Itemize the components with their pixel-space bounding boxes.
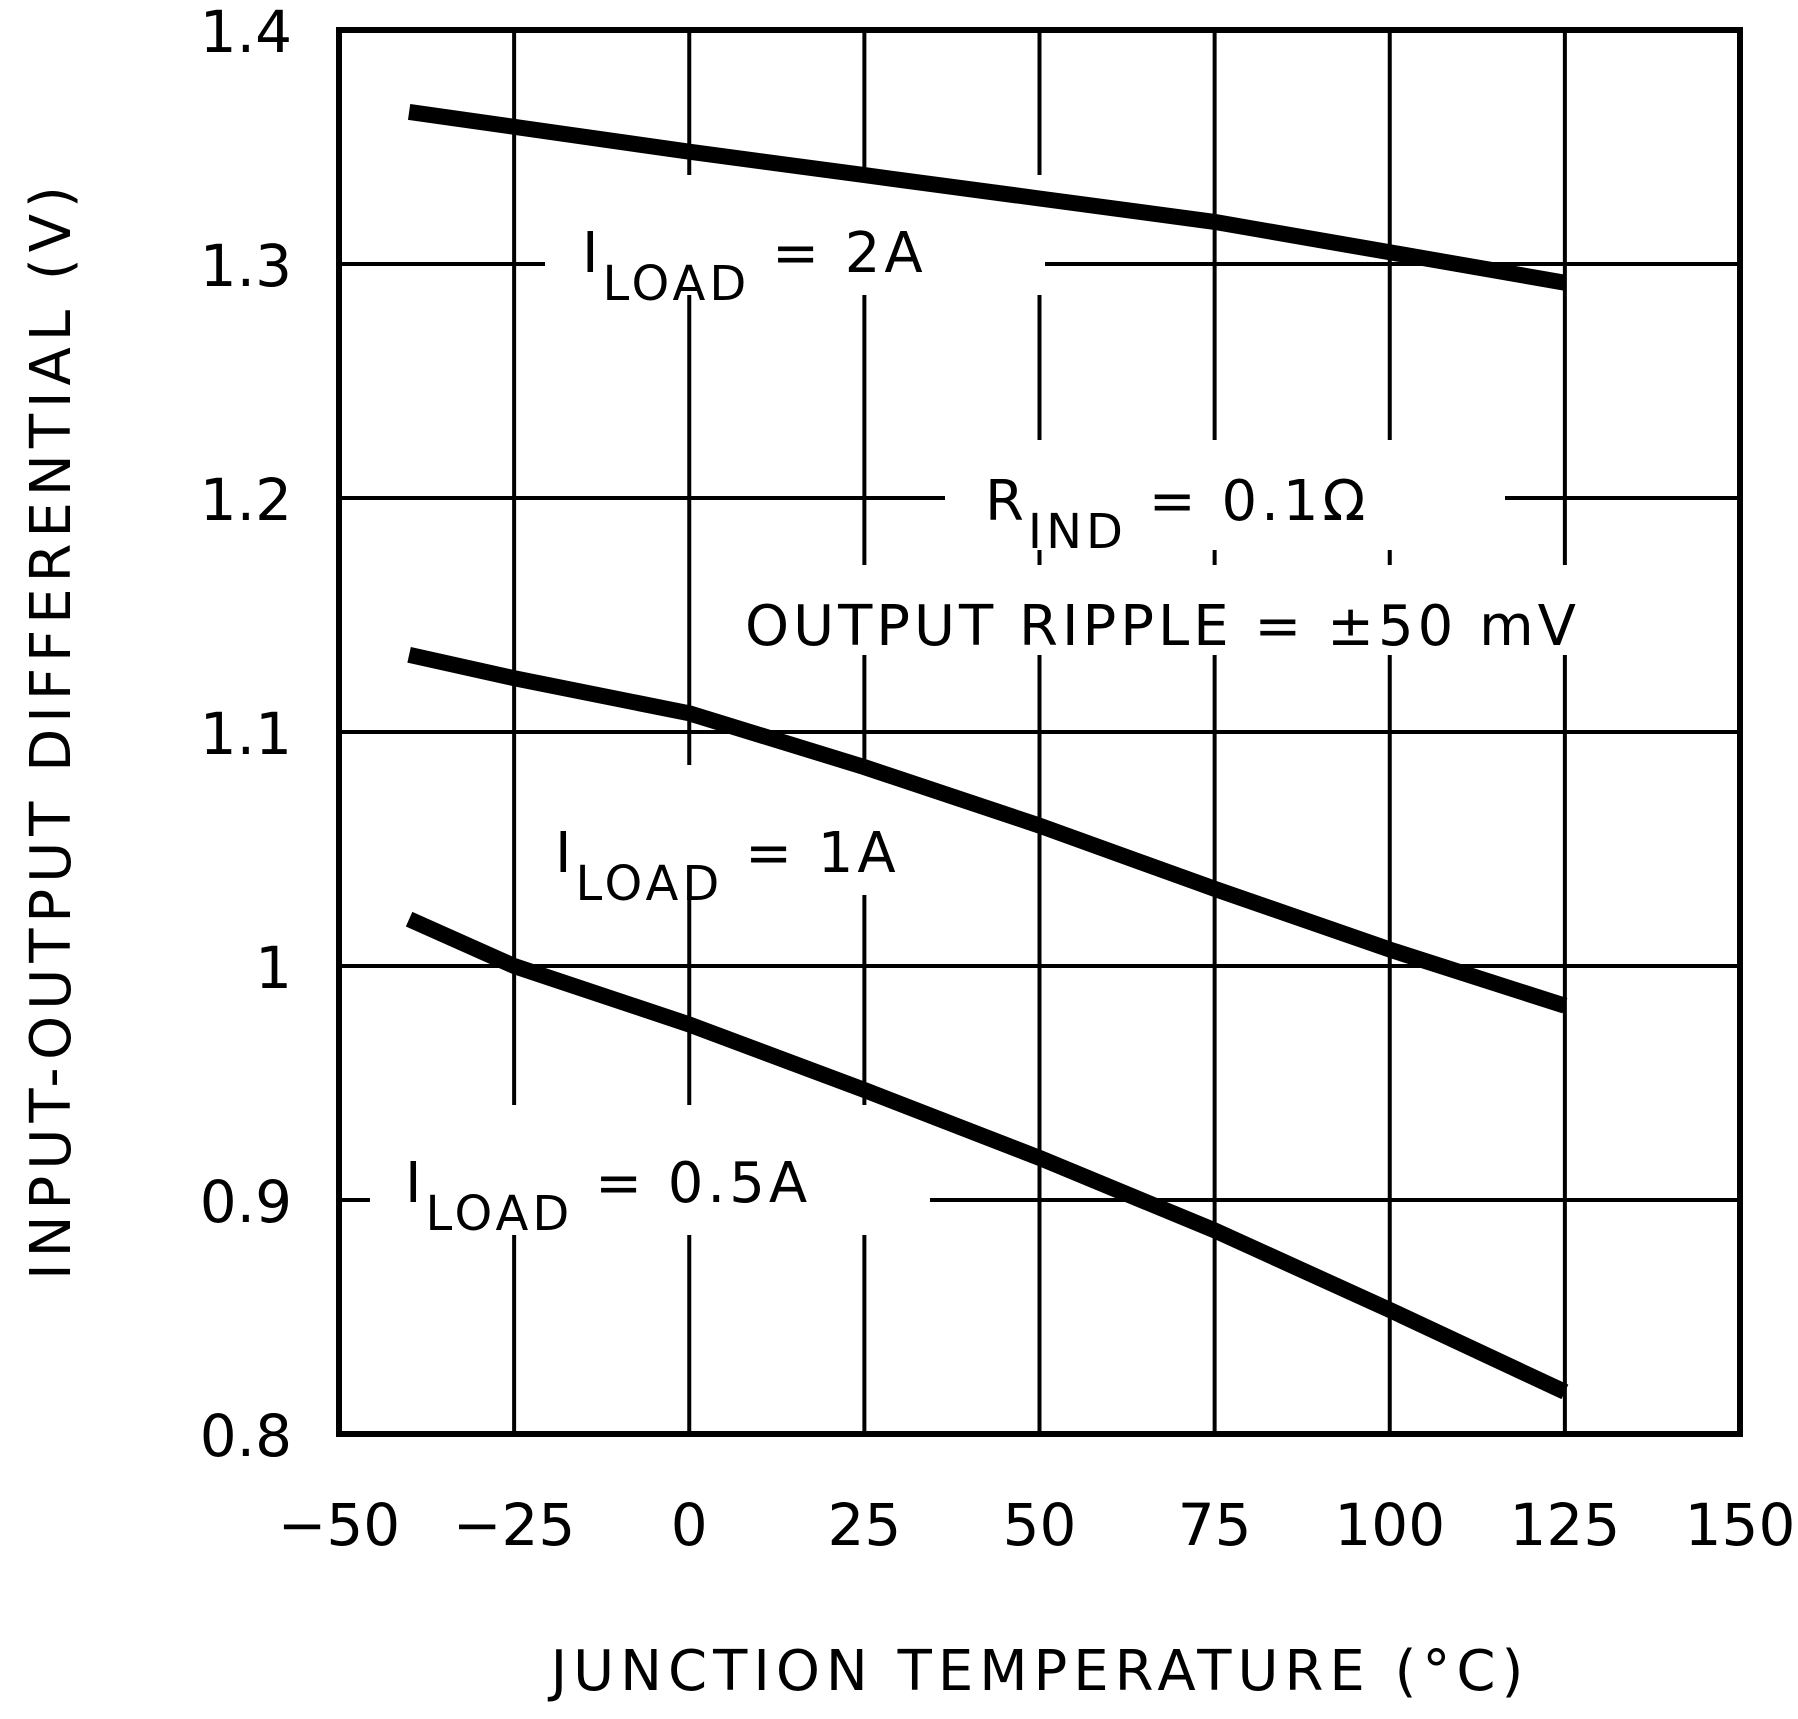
x-tick-label: −25	[453, 1491, 575, 1559]
y-tick-labels: 0.8 0.9 1 1.1 1.2 1.3 1.4	[200, 0, 292, 1470]
annotation-iload-2a: ILOAD = 2A	[582, 221, 927, 312]
x-tick-label: 75	[1178, 1491, 1252, 1559]
y-tick-label: 0.9	[200, 1168, 292, 1236]
x-tick-label: 125	[1510, 1491, 1621, 1559]
x-axis-label: JUNCTION TEMPERATURE (°C)	[548, 1639, 1530, 1704]
x-tick-label: 50	[1003, 1491, 1077, 1559]
series-lines	[405, 103, 1569, 1400]
x-tick-label: 100	[1334, 1491, 1445, 1559]
annotation-background	[945, 440, 1505, 550]
annotation-rind: RIND = 0.1Ω	[985, 469, 1369, 560]
annotation-background	[370, 1105, 930, 1235]
y-tick-label: 0.8	[200, 1402, 292, 1470]
annotation-output-ripple: OUTPUT RIPPLE = ±50 mV	[745, 594, 1580, 659]
annotation-iload-0.5a: ILOAD = 0.5A	[405, 1151, 811, 1242]
x-tick-label: 25	[827, 1491, 901, 1559]
x-tick-labels: −50 −25 0 25 50 75 100 125 150	[278, 1491, 1796, 1559]
y-tick-label: 1.3	[200, 232, 292, 300]
series-line	[405, 911, 1569, 1400]
x-tick-label: −50	[278, 1491, 400, 1559]
series-line	[407, 646, 1568, 1014]
annotation-iload-1a: ILOAD = 1A	[555, 821, 900, 912]
plot-frame	[336, 27, 1743, 1437]
y-tick-label: 1.2	[200, 466, 292, 534]
y-tick-label: 1	[255, 934, 292, 1002]
y-tick-label: 1.1	[200, 700, 292, 768]
x-tick-label: 150	[1685, 1491, 1796, 1559]
label-masks	[370, 175, 1715, 1235]
series-line	[407, 103, 1567, 291]
x-tick-label: 0	[671, 1491, 708, 1559]
y-axis-label: INPUT-OUTPUT DIFFERENTIAL (V)	[19, 180, 84, 1280]
y-tick-label: 1.4	[200, 0, 292, 66]
annotation-background	[735, 565, 1715, 655]
